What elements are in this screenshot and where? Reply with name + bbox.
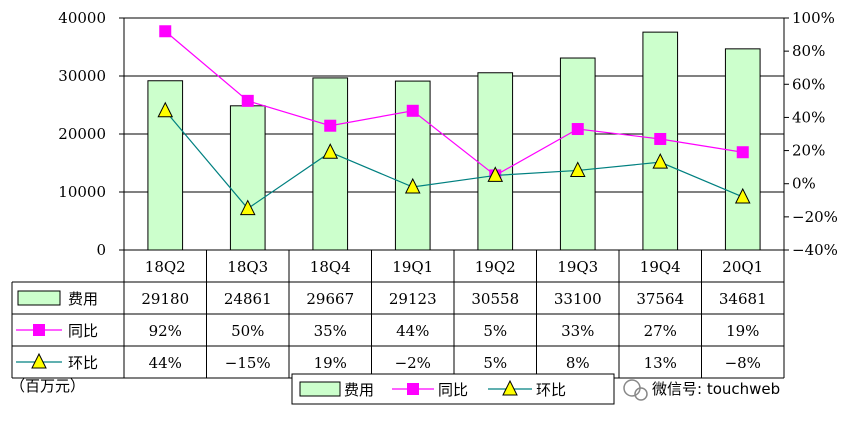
data-table: 18Q2 18Q3 18Q4 19Q1 19Q2 19Q3 19Q4 20Q1 29180 248…	[11, 250, 785, 379]
row-label: 同比	[68, 322, 98, 340]
legend-label: 同比	[438, 381, 468, 399]
bar-series	[147, 31, 761, 251]
right-tick-label: 60%	[792, 75, 825, 93]
data-cell: −8%	[725, 354, 761, 372]
marker-triangle	[569, 161, 586, 177]
data-cell: 29180	[141, 290, 189, 308]
left-tick-label: 40000	[58, 9, 106, 27]
grid-lines	[123, 17, 785, 251]
line-yoy	[164, 30, 743, 177]
right-tick-label: −20%	[792, 208, 838, 226]
data-cell: 33100	[554, 290, 602, 308]
row-key-bar	[17, 290, 61, 306]
category-label: 18Q2	[145, 258, 186, 276]
legend-key-bar	[299, 381, 341, 397]
marker-triangle	[652, 153, 669, 169]
legend-key-marker	[407, 383, 419, 395]
right-tick-label: 20%	[792, 142, 825, 160]
data-cell: 13%	[644, 354, 677, 372]
category-label: 18Q4	[310, 258, 351, 276]
marker-square	[241, 94, 254, 107]
data-cell: 37564	[636, 290, 684, 308]
data-cell: 44%	[396, 322, 429, 340]
left-tick-label: 0	[96, 241, 106, 259]
data-cell: 30558	[471, 290, 519, 308]
row-label: 费用	[68, 290, 98, 308]
category-label: 19Q4	[640, 258, 681, 276]
line-series	[157, 25, 751, 216]
bar-18Q4	[312, 77, 349, 251]
left-tick-label: 20000	[58, 125, 106, 143]
data-cell: 5%	[483, 354, 507, 372]
marker-square	[736, 146, 749, 159]
marker-square	[571, 123, 584, 136]
right-tick-label: −40%	[792, 241, 838, 259]
data-cell: 8%	[566, 354, 590, 372]
axes: 0 10000 20000 30000 40000 −40% −20% 0% 20% 40% 60%…	[58, 9, 838, 259]
marker-triangle	[157, 101, 174, 118]
data-cell: 27%	[644, 322, 677, 340]
data-cell: 19%	[314, 354, 347, 372]
data-cell: −2%	[395, 354, 431, 372]
marker-triangle	[404, 177, 421, 194]
data-cell: 29123	[389, 290, 437, 308]
left-tick-label: 30000	[58, 67, 106, 85]
category-label: 19Q3	[557, 258, 598, 276]
legend-box	[291, 373, 615, 405]
unit-label: （百万元）	[10, 377, 85, 395]
marker-square	[324, 119, 337, 132]
data-cell: 34681	[719, 290, 767, 308]
data-cell: 24861	[224, 290, 272, 308]
data-cell: 50%	[231, 322, 264, 340]
line-qoq	[164, 110, 743, 210]
right-tick-label: 100%	[792, 9, 835, 27]
marker-triangle	[239, 199, 256, 216]
right-tick-label: 80%	[792, 42, 825, 60]
data-cell: 44%	[149, 354, 182, 372]
annotations: （百万元） 微信号: touchweb	[10, 377, 780, 401]
legend: 费用 同比 环比	[291, 373, 615, 405]
bar-18Q2	[147, 80, 184, 251]
right-tick-label: 40%	[792, 108, 825, 126]
marker-square	[406, 104, 419, 117]
legend-label: 环比	[536, 381, 566, 399]
category-label: 20Q1	[722, 258, 763, 276]
right-tick-label: 0%	[792, 175, 816, 193]
wechat-icon	[623, 379, 648, 401]
watermark: 微信号: touchweb	[652, 380, 780, 398]
legend-key-marker	[502, 379, 518, 396]
marker-triangle	[487, 166, 504, 182]
left-tick-label: 10000	[58, 183, 106, 201]
marker-triangle	[322, 143, 339, 159]
row-label: 环比	[68, 354, 98, 372]
data-cell: 19%	[726, 322, 759, 340]
data-cell: 92%	[149, 322, 182, 340]
legend-label: 费用	[344, 381, 374, 399]
row-key-marker	[31, 352, 47, 369]
marker-square	[654, 132, 667, 145]
bar-19Q2	[477, 72, 514, 251]
marker-square	[159, 25, 172, 38]
category-label: 18Q3	[227, 258, 268, 276]
data-cell: 33%	[561, 322, 594, 340]
data-cell: 35%	[314, 322, 347, 340]
marker-triangle	[734, 187, 751, 204]
data-cell: −15%	[225, 354, 271, 372]
wechat-icon-bubble	[634, 387, 648, 401]
bar-19Q3	[559, 57, 596, 251]
data-cell: 5%	[483, 322, 507, 340]
data-cell: 29667	[306, 290, 354, 308]
category-label: 19Q1	[392, 258, 433, 276]
bar-18Q3	[229, 105, 266, 251]
row-key-marker	[33, 324, 45, 336]
wechat-icon-bubble	[623, 379, 641, 397]
category-label: 19Q2	[475, 258, 516, 276]
